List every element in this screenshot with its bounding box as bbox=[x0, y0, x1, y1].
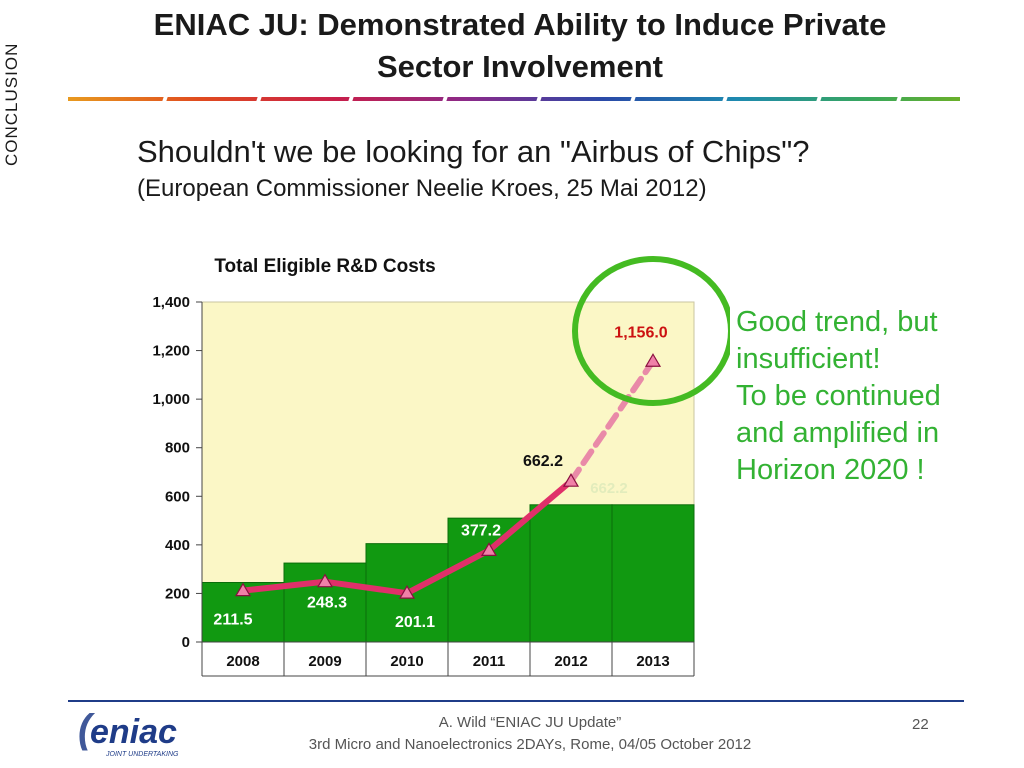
chart-container: Total Eligible R&D Costs 662.2 0 200 400 600 8… bbox=[110, 245, 734, 690]
slide-title-line-2: Sector Involvement bbox=[377, 49, 663, 84]
page-number: 22 bbox=[912, 716, 929, 733]
section-side-label: CONCLUSION bbox=[2, 42, 21, 166]
y-tick-label: 1,200 bbox=[152, 343, 190, 360]
slide-title-line-1: ENIAC JU: Demonstrated Ability to Induce… bbox=[153, 7, 887, 42]
y-tick-label: 600 bbox=[165, 488, 190, 505]
bar-overlay-label: 662.2 bbox=[590, 480, 628, 497]
callout-text: Good trend, but insufficient! To be contin… bbox=[736, 304, 1006, 489]
x-tick-label: 2010 bbox=[390, 653, 423, 670]
series-line-projected bbox=[568, 358, 656, 485]
data-label: 211.5 bbox=[213, 612, 252, 629]
callout-line: Good trend, but bbox=[736, 306, 938, 338]
x-tick-label: 2009 bbox=[308, 653, 341, 670]
title-color-rule bbox=[68, 96, 960, 102]
quote-source: (European Commissioner Neelie Kroes, 25 … bbox=[137, 175, 707, 202]
footer-text: A. Wild “ENIAC JU Update” 3rd Micro and … bbox=[270, 712, 790, 756]
data-point-marker bbox=[562, 472, 580, 487]
y-tick-label: 400 bbox=[165, 537, 190, 554]
data-label: 1,156.0 bbox=[614, 324, 667, 341]
bar bbox=[611, 504, 695, 643]
data-point-marker bbox=[480, 542, 498, 556]
footer-rule bbox=[68, 700, 964, 702]
data-label: 377.2 bbox=[461, 522, 501, 539]
x-tick-label: 2013 bbox=[636, 653, 669, 670]
y-tick-label: 200 bbox=[165, 585, 190, 602]
y-tick-label: 0 bbox=[182, 634, 190, 651]
callout-line: insufficient! bbox=[736, 343, 881, 375]
logo-wordmark: eniac bbox=[90, 713, 177, 751]
quote-text: Shouldn't we be looking for an "Airbus o… bbox=[137, 134, 810, 169]
bar bbox=[529, 504, 613, 643]
data-label: 248.3 bbox=[307, 595, 347, 612]
logo-subtext: JOINT UNDERTAKING bbox=[105, 751, 179, 758]
footer-line-1: A. Wild “ENIAC JU Update” bbox=[438, 714, 622, 731]
x-tick-label: 2008 bbox=[226, 653, 259, 670]
callout-line: To be continued bbox=[736, 380, 941, 412]
footer-line-2: 3rd Micro and Nanoelectronics 2DAYs, Rom… bbox=[308, 736, 752, 753]
x-tick-label: 2012 bbox=[554, 653, 587, 670]
slide-title: ENIAC JU: Demonstrated Ability to Induce… bbox=[80, 4, 960, 88]
chart-title: Total Eligible R&D Costs bbox=[214, 256, 435, 277]
data-point-marker bbox=[316, 573, 334, 588]
callout-line: and amplified in bbox=[736, 417, 940, 449]
eniac-logo: ( eniac JOINT UNDERTAKING bbox=[72, 707, 222, 762]
x-tick-label: 2011 bbox=[473, 653, 506, 670]
data-point-marker bbox=[234, 582, 252, 597]
rd-costs-chart: Total Eligible R&D Costs 662.2 0 200 400 600 8… bbox=[152, 256, 734, 677]
data-label: 201.1 bbox=[395, 614, 435, 631]
data-point-marker bbox=[398, 584, 416, 599]
data-label: 662.2 bbox=[523, 453, 563, 470]
callout-line: Horizon 2020 ! bbox=[736, 454, 925, 486]
y-tick-label: 800 bbox=[165, 440, 190, 457]
data-point-marker bbox=[644, 353, 662, 367]
y-tick-label: 1,000 bbox=[152, 391, 190, 408]
y-tick-label: 1,400 bbox=[152, 294, 190, 311]
